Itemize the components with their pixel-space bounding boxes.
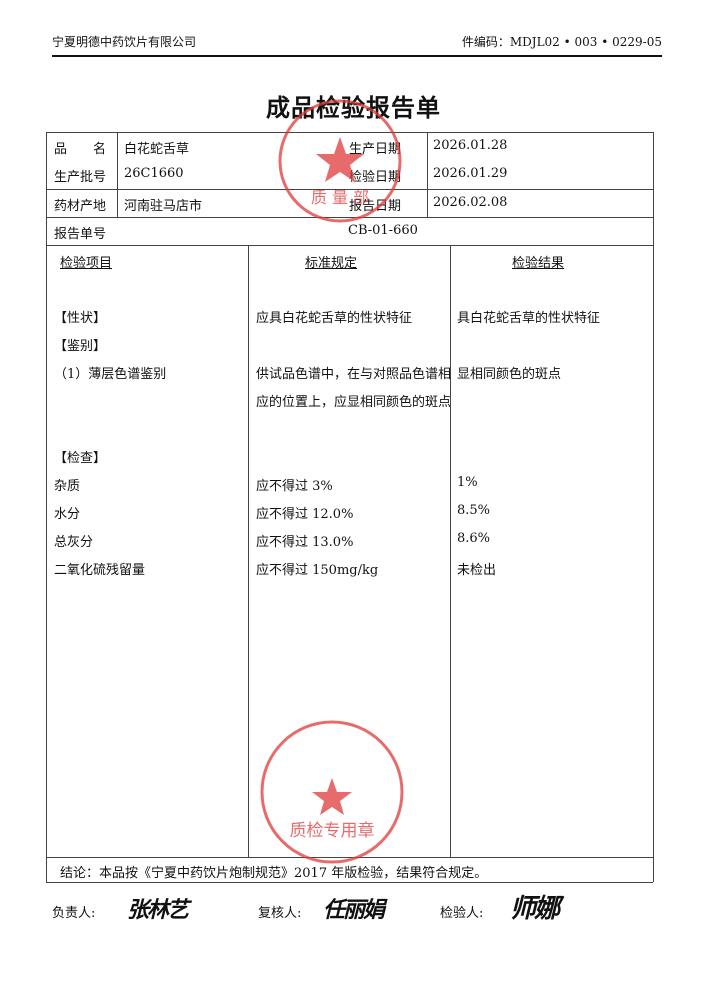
prod-date-label: 生产日期 [349, 142, 402, 157]
prod-date: 2026.01.28 [433, 138, 508, 153]
row-item: 【检查】 [54, 451, 107, 466]
product-name: 白花蛇舌草 [124, 142, 190, 157]
row-standard: 应不得过 3% [256, 479, 333, 494]
responsible-label: 负责人: [52, 906, 96, 921]
row-result: 显相同颜色的斑点 [457, 367, 562, 382]
origin: 河南驻马店市 [124, 199, 203, 214]
row-standard: 应不得过 12.0% [256, 507, 354, 522]
row-standard: 应不得过 150mg/kg [256, 563, 379, 578]
inspector-signature: 师娜 [510, 894, 560, 924]
row-result: 8.6% [457, 531, 491, 546]
reviewer-label: 复核人: [258, 906, 302, 921]
page-title: 成品检验报告单 [266, 93, 441, 122]
doc-code: 件编码：MDJL02 • 003 • 0229-05 [461, 35, 662, 49]
row-item: 二氧化硫残留量 [54, 563, 146, 578]
col-header-standard: 标准规定 [305, 256, 358, 271]
row-item: 【性状】 [54, 311, 107, 326]
name-label: 品 名 [54, 142, 107, 157]
row-item: 【鉴别】 [54, 339, 107, 354]
row-standard: 应具白花蛇舌草的性状特征 [256, 311, 413, 326]
quality-dept-stamp: 质 量 部 [278, 99, 402, 223]
batch-label: 生产批号 [54, 170, 107, 185]
col-header-result: 检验结果 [512, 256, 565, 271]
col-header-item: 检验项目 [60, 256, 113, 271]
row-item: 总灰分 [54, 535, 94, 550]
row-standard: 应的位置上，应显相同颜色的斑点 [256, 395, 452, 410]
company-header: 宁夏明德中药饮片有限公司 [52, 35, 197, 49]
row-standard: 供试品色谱中，在与对照品色谱相 [256, 367, 452, 382]
row-result: 未检出 [457, 563, 497, 578]
batch-number: 26C1660 [124, 166, 184, 181]
header-divider [52, 55, 662, 57]
conclusion: 结论：本品按《宁夏中药饮片炮制规范》2017 年版检验，结果符合规定。 [60, 866, 488, 881]
reviewer-signature: 任丽娟 [323, 897, 385, 923]
test-date: 2026.01.29 [433, 166, 508, 181]
row-result: 具白花蛇舌草的性状特征 [457, 311, 601, 326]
row-item: 杂质 [54, 479, 81, 494]
svg-text:质 量 部: 质 量 部 [311, 188, 369, 207]
origin-label: 药材产地 [54, 199, 107, 214]
row-item: 水分 [54, 507, 81, 522]
responsible-signature: 张林艺 [127, 897, 189, 923]
row-standard: 应不得过 13.0% [256, 535, 354, 550]
test-date-label: 检验日期 [349, 170, 402, 185]
svg-text:质检专用章: 质检专用章 [290, 821, 375, 841]
row-item: （1）薄层色谱鉴别 [54, 367, 167, 382]
quality-inspection-stamp: 质检专用章 [260, 720, 404, 864]
inspector-label: 检验人: [440, 906, 484, 921]
report-date-label: 报告日期 [349, 199, 402, 214]
row-result: 1% [457, 475, 478, 490]
row-result: 8.5% [457, 503, 491, 518]
report-no-label: 报告单号 [54, 227, 107, 242]
report-no: CB-01-660 [348, 223, 418, 238]
report-date: 2026.02.08 [433, 195, 508, 210]
